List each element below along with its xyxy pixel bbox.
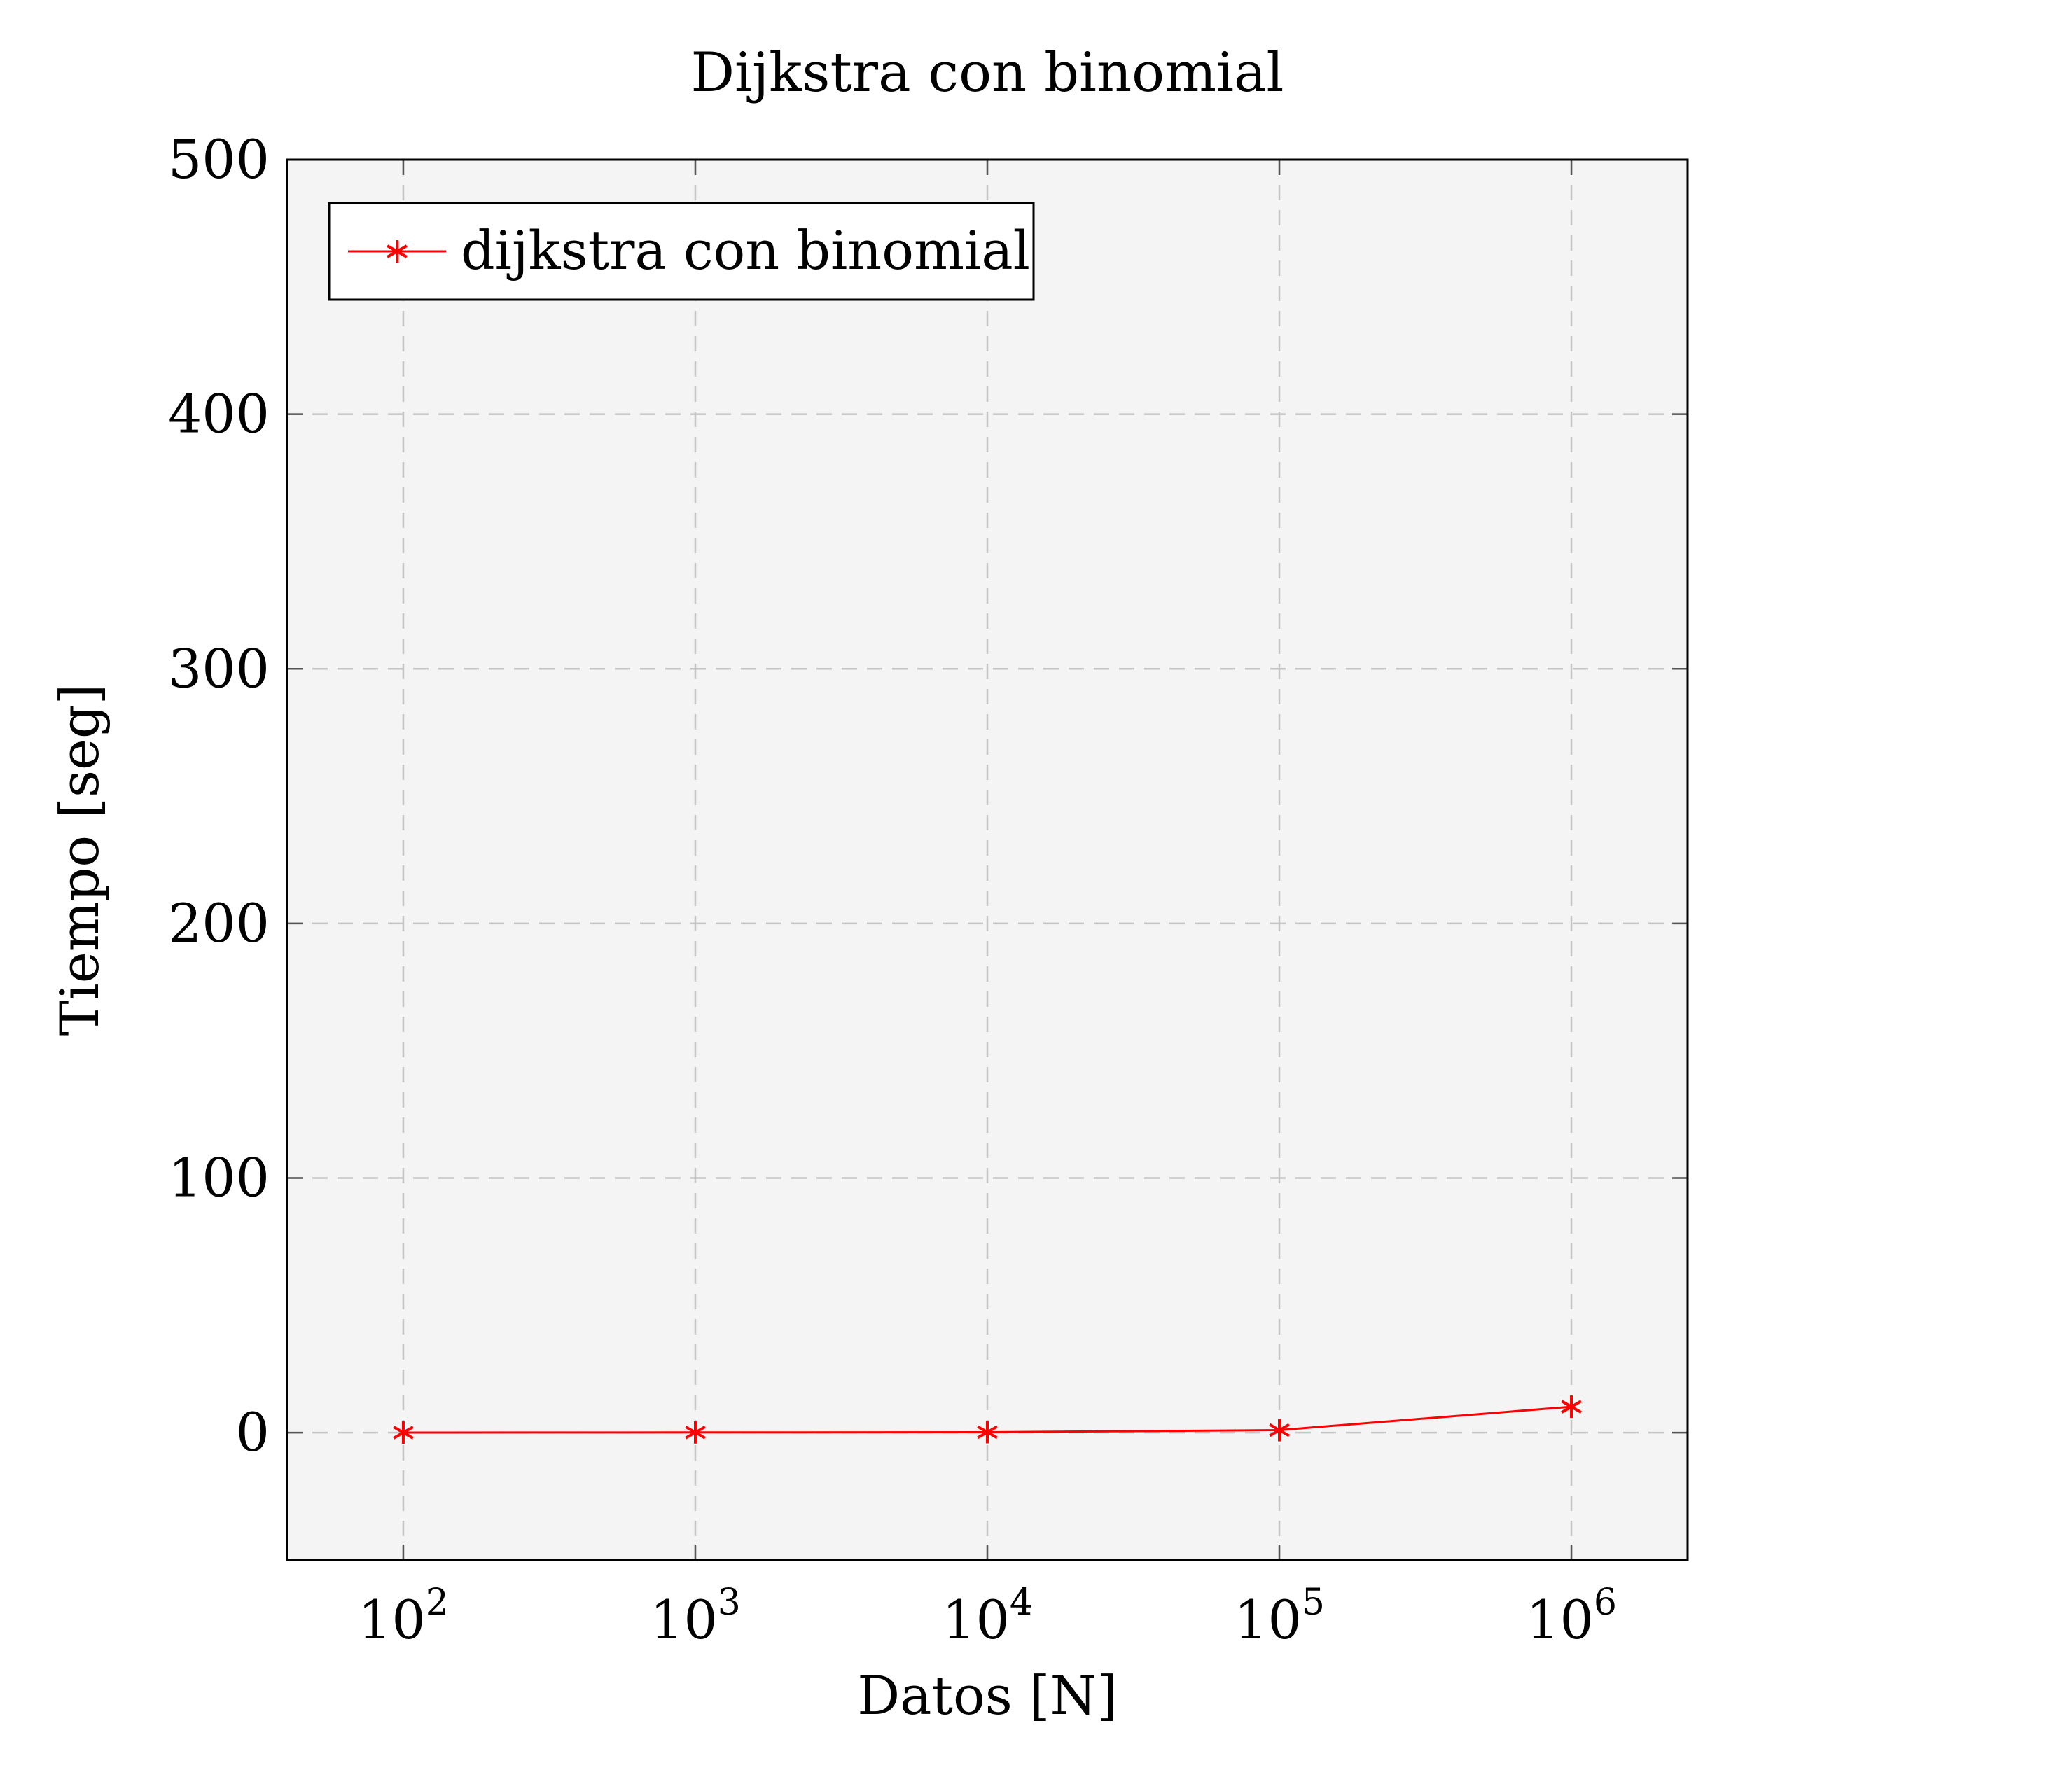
- data-point: [1561, 1395, 1582, 1419]
- data-point: [1269, 1419, 1290, 1442]
- legend-marker-glyph: [387, 240, 408, 263]
- legend-marker: [387, 240, 408, 263]
- x-tick-label: 103: [650, 1582, 741, 1651]
- x-tick-label: 105: [1234, 1582, 1325, 1651]
- y-tick-label: 300: [168, 637, 270, 699]
- data-point: [977, 1421, 998, 1444]
- legend-label: dijkstra con binomial: [461, 219, 1030, 281]
- y-axis-label: Tiempo [seg]: [48, 684, 111, 1036]
- plot-frame: [286, 158, 1689, 1561]
- x-tick-label: 104: [942, 1582, 1033, 1651]
- chart-title: Dijkstra con binomial: [691, 41, 1284, 104]
- y-tick-label: 400: [168, 383, 270, 445]
- x-tick-labels: 102 103 104 105 106: [358, 1582, 1617, 1651]
- data-point: [685, 1421, 706, 1444]
- y-tick-labels: 0 100 200 300 400 500: [168, 128, 270, 1463]
- series-group: [393, 1395, 1582, 1444]
- y-tick-label: 100: [168, 1147, 270, 1209]
- legend-box: [328, 202, 1035, 301]
- x-tick-label: 102: [358, 1582, 449, 1651]
- x-tick-label: 106: [1526, 1582, 1617, 1651]
- legend: dijkstra con binomial: [328, 202, 1035, 301]
- data-point: [393, 1421, 414, 1444]
- y-tick-label: 0: [236, 1401, 270, 1463]
- x-axis-label: Datos [N]: [857, 1664, 1118, 1727]
- y-tick-label: 200: [168, 892, 270, 954]
- y-tick-label: 500: [168, 128, 270, 190]
